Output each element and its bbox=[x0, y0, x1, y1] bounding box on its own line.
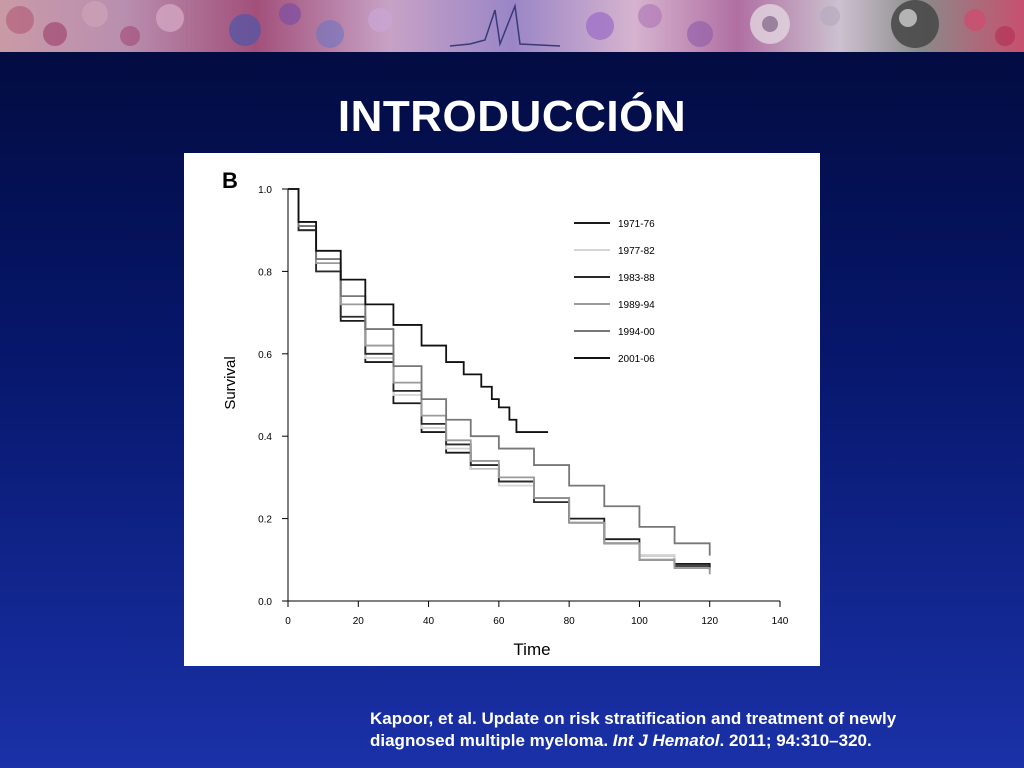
microscopy-banner-image bbox=[6, 0, 1015, 48]
legend-label: 1983-88 bbox=[618, 273, 655, 284]
citation-journal: Int J Hematol bbox=[612, 731, 720, 750]
legend-label: 1977-82 bbox=[618, 246, 655, 257]
x-tick-label: 60 bbox=[493, 616, 505, 627]
survival-curve bbox=[288, 188, 711, 556]
x-tick-label: 100 bbox=[631, 616, 648, 627]
header-banner bbox=[0, 0, 1024, 52]
y-tick-label: 0.6 bbox=[258, 350, 272, 361]
x-tick-label: 80 bbox=[564, 616, 576, 627]
citation-text: diagnosed multiple myeloma. bbox=[370, 731, 613, 750]
legend-label: 1994-00 bbox=[618, 327, 655, 338]
legend-label: 1971-76 bbox=[618, 219, 655, 230]
y-tick-label: 0.2 bbox=[258, 515, 272, 526]
y-axis-label: Survival bbox=[222, 356, 239, 409]
x-tick-label: 40 bbox=[423, 616, 435, 627]
chart-legend: 1971-76 1977-82 1983-88 1989-94 1994-00 2001-… bbox=[574, 219, 655, 365]
y-tick-label: 0.0 bbox=[258, 597, 272, 608]
y-tick-label: 0.4 bbox=[258, 432, 272, 443]
x-tick-label: 0 bbox=[285, 616, 291, 627]
y-tick-label: 0.8 bbox=[258, 267, 272, 278]
citation-line-2: diagnosed multiple myeloma. Int J Hemato… bbox=[370, 730, 1010, 752]
x-tick-label: 20 bbox=[353, 616, 365, 627]
y-tick-label: 1.0 bbox=[258, 185, 272, 196]
survival-curve bbox=[288, 188, 549, 433]
legend-label: 2001-06 bbox=[618, 354, 655, 365]
slide-title: INTRODUCCIÓN bbox=[337, 92, 687, 141]
panel-label: B bbox=[222, 168, 238, 193]
citation: Kapoor, et al. Update on risk stratifica… bbox=[370, 708, 1010, 752]
citation-volume: . 2011; 94:310–320. bbox=[719, 731, 872, 750]
chart-axes: 0 20 40 60 80 100 120 140 0.0 0.2 0.4 0.6 0.8 1.0 bbox=[258, 185, 789, 627]
x-tick-label: 140 bbox=[772, 616, 789, 627]
x-tick-label: 120 bbox=[701, 616, 718, 627]
x-axis-label: Time bbox=[513, 640, 550, 659]
legend-label: 1989-94 bbox=[618, 300, 655, 311]
citation-line-1: Kapoor, et al. Update on risk stratifica… bbox=[370, 709, 897, 728]
chart-series bbox=[288, 188, 711, 575]
survival-chart: B 0 20 40 60 80 100 120 140 0.0 0.2 0.4 0.6 0.8 1.0 1… bbox=[222, 168, 789, 659]
survival-chart-panel: B 0 20 40 60 80 100 120 140 0.0 0.2 0.4 0.6 0.8 1.0 1… bbox=[184, 153, 820, 666]
